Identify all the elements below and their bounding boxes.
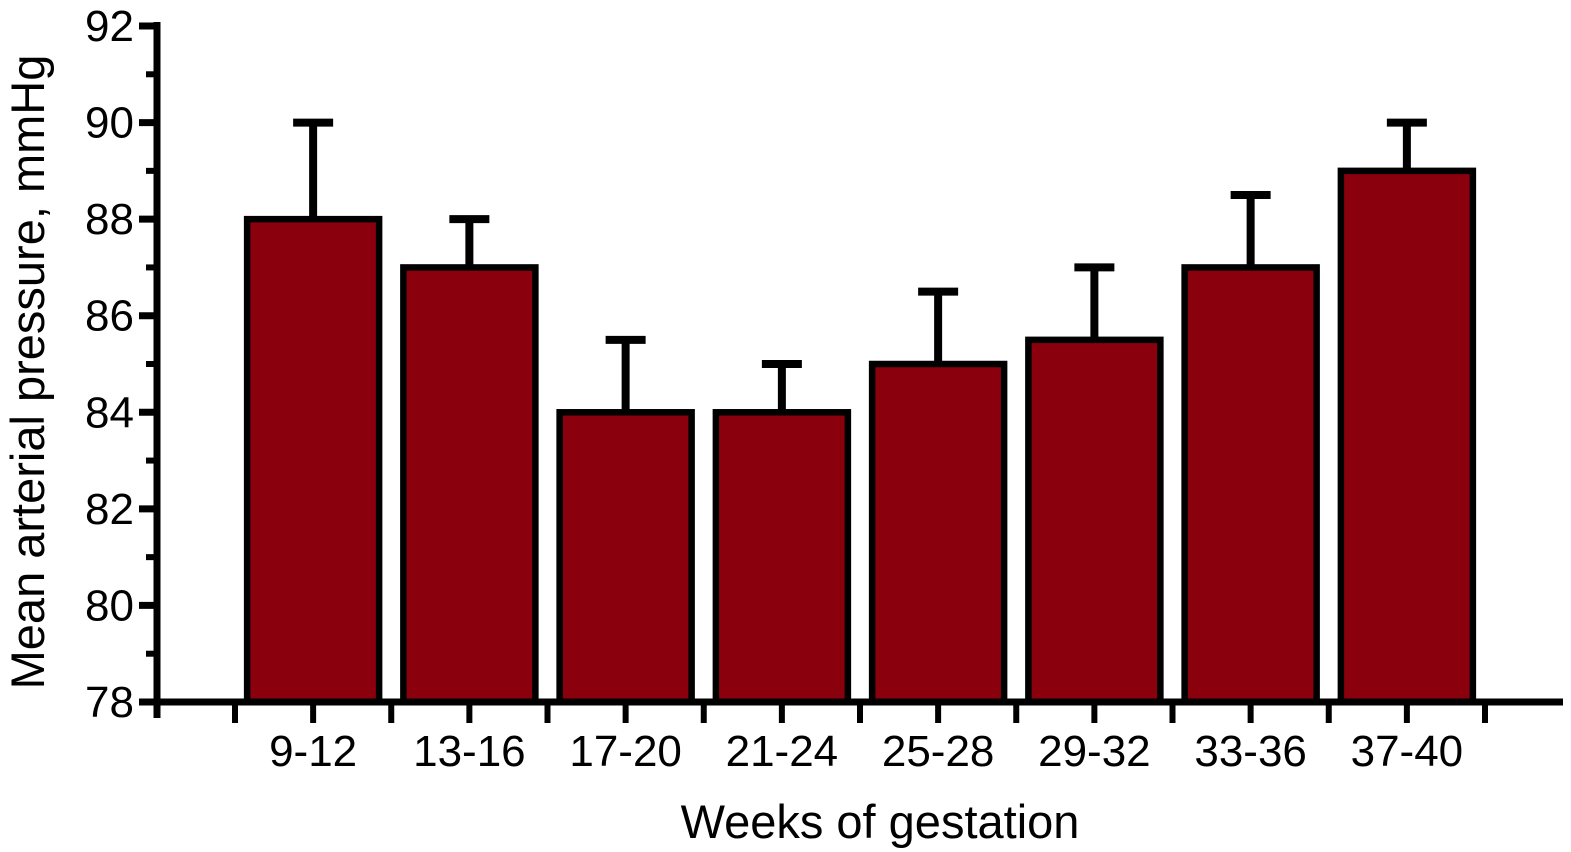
bar-33-36 [1181, 264, 1320, 706]
y-axis-tick-label: 90 [85, 99, 134, 148]
x-axis-category-label: 29-32 [1038, 727, 1151, 776]
y-axis-tick-label: 82 [85, 485, 134, 534]
bars-group [243, 167, 1477, 706]
y-axis-title: Mean arterial pressure, mmHg [1, 55, 54, 690]
error-bars-group [293, 118, 1427, 413]
x-axis-category-label: 25-28 [882, 727, 995, 776]
bar-17-20 [556, 409, 695, 706]
x-axis-category-label: 9-12 [269, 727, 357, 776]
ticks-group [139, 22, 1488, 723]
y-axis-tick-label: 84 [85, 388, 134, 437]
bar-9-12 [243, 215, 383, 706]
x-axis-category-label: 37-40 [1351, 727, 1464, 776]
x-axis-category-label: 13-16 [413, 727, 526, 776]
y-axis-tick-label: 86 [85, 292, 134, 341]
bar-37-40 [1337, 167, 1477, 706]
x-axis-title: Weeks of gestation [681, 795, 1080, 848]
y-axis-tick-label: 80 [85, 581, 134, 630]
x-axis-category-label: 21-24 [726, 727, 839, 776]
y-axis-tick-label: 78 [85, 678, 134, 727]
bar-25-28 [868, 360, 1008, 706]
x-axis-category-label: 17-20 [569, 727, 682, 776]
bar-13-16 [400, 264, 539, 706]
y-axis-tick-label: 88 [85, 195, 134, 244]
y-axis-tick-label: 92 [85, 2, 134, 51]
tick-labels-group: 78 80 82 84 86 88 90 92 9-12 13-16 17-20 21-24 25-28… [85, 2, 1463, 776]
x-axis-category-label: 33-36 [1194, 727, 1307, 776]
bar-29-32 [1025, 336, 1164, 706]
bar-21-24 [712, 409, 852, 706]
